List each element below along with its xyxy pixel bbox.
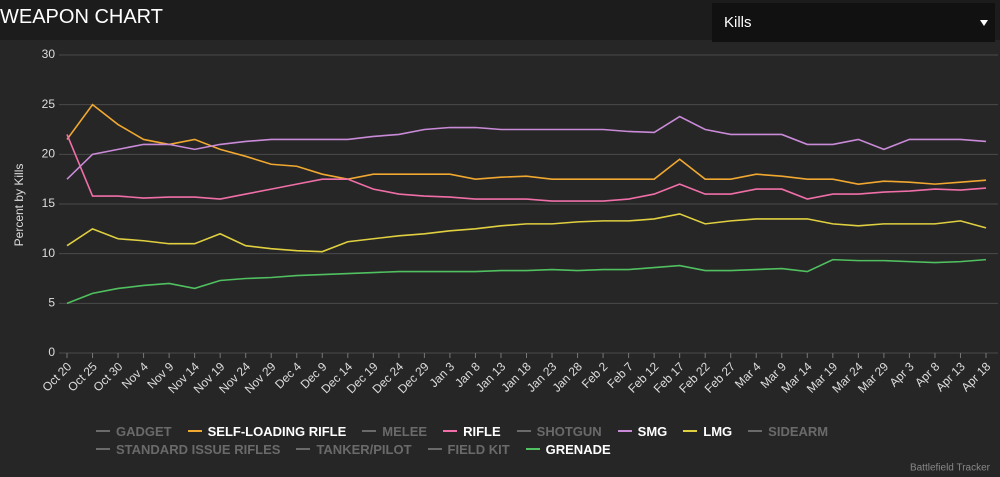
- y-tick-label: 25: [42, 97, 56, 111]
- legend-swatch: [443, 430, 458, 432]
- legend-swatch: [427, 448, 442, 450]
- legend-label: TANKER/PILOT: [316, 441, 412, 457]
- legend-label: GRENADE: [545, 441, 611, 457]
- series-line: [66, 103, 987, 185]
- x-tick-label: Dec 4: [272, 359, 304, 391]
- legend-label: RIFLE: [463, 423, 501, 439]
- legend-item[interactable]: GADGET: [96, 423, 172, 439]
- legend-label: SIDEARM: [768, 423, 829, 439]
- legend-swatch: [296, 448, 311, 450]
- dropdown-value: Kills: [724, 14, 752, 31]
- legend-swatch: [96, 448, 110, 450]
- y-tick-label: 15: [42, 196, 56, 210]
- y-tick-label: 0: [48, 345, 55, 359]
- x-tick-label: Apr 3: [887, 359, 917, 389]
- series-line: [66, 134, 987, 202]
- series-line: [66, 115, 987, 180]
- y-tick-label: 10: [42, 246, 56, 260]
- legend-swatch: [362, 430, 377, 432]
- legend-swatch: [683, 430, 698, 432]
- legend-item[interactable]: GRENADE: [525, 441, 611, 457]
- x-tick-label: Apr 18: [958, 359, 993, 394]
- legend-item[interactable]: TANKER/PILOT: [296, 441, 412, 457]
- legend-item[interactable]: SELF-LOADING RIFLE: [187, 423, 347, 439]
- legend-swatch: [617, 430, 632, 432]
- legend-swatch: [748, 430, 763, 432]
- legend-item[interactable]: LMG: [683, 423, 732, 439]
- legend-label: SELF-LOADING RIFLE: [207, 423, 347, 439]
- credit: Battlefield Tracker: [910, 463, 991, 474]
- legend-label: SHOTGUN: [536, 423, 602, 439]
- series-line: [66, 258, 987, 305]
- legend-item[interactable]: STANDARD ISSUE RIFLES: [96, 441, 280, 457]
- legend-item[interactable]: SIDEARM: [748, 423, 828, 439]
- x-tick-label: Feb 2: [579, 359, 611, 391]
- metric-dropdown[interactable]: Kills: [712, 3, 995, 42]
- legend-item[interactable]: RIFLE: [443, 423, 501, 439]
- legend-swatch: [525, 448, 540, 450]
- legend-label: GADGET: [116, 423, 172, 439]
- x-tick-label: Nov 4: [119, 359, 151, 391]
- y-axis-label: Percent by Kills: [12, 164, 26, 247]
- x-tick-label: Oct 30: [91, 359, 126, 394]
- x-tick-label: Jan 3: [427, 359, 458, 390]
- legend: GADGET SELF-LOADING RIFLE MELEE RIFLE SHOTGU…: [96, 423, 916, 457]
- legend-item[interactable]: MELEE: [362, 423, 427, 439]
- series-line: [66, 213, 987, 253]
- legend-swatch: [96, 430, 110, 432]
- x-tick-label: Jan 28: [550, 359, 586, 395]
- legend-item[interactable]: FIELD KIT: [427, 441, 510, 457]
- legend-item[interactable]: SHOTGUN: [516, 423, 602, 439]
- y-tick-label: 20: [42, 147, 56, 161]
- dropdown-arrow: [980, 20, 988, 26]
- legend-label: FIELD KIT: [447, 441, 510, 457]
- legend-label: STANDARD ISSUE RIFLES: [116, 441, 281, 457]
- page-title: WEAPON CHART: [0, 6, 163, 28]
- y-tick-label: 5: [48, 296, 55, 310]
- x-tick-label: Mar 4: [732, 359, 764, 391]
- legend-label: MELEE: [382, 423, 428, 439]
- y-tick-label: 30: [42, 47, 56, 61]
- legend-label: LMG: [703, 423, 733, 439]
- legend-label: SMG: [637, 423, 668, 439]
- legend-swatch: [516, 430, 531, 432]
- legend-item[interactable]: SMG: [617, 423, 668, 439]
- legend-swatch: [187, 430, 202, 432]
